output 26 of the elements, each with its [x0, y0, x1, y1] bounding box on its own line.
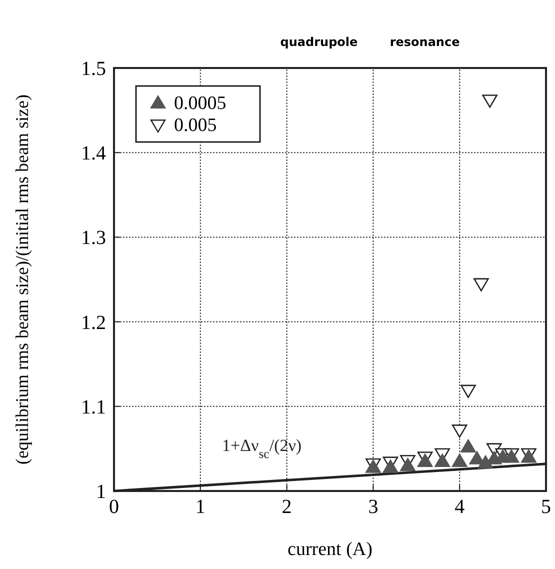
y-tick-label: 1.5 [81, 58, 106, 80]
point [382, 460, 398, 473]
point [460, 384, 476, 398]
text: quadrupole resonance [280, 35, 460, 49]
legend-label: 0.0005 [174, 93, 226, 114]
point [434, 454, 450, 467]
x-tick-label: 2 [282, 496, 292, 518]
point [400, 458, 416, 472]
y-tick-label: 1.2 [81, 312, 106, 334]
point [482, 94, 498, 108]
y-tick-label: 1.3 [81, 227, 106, 250]
y-tick-label: 1 [96, 481, 106, 503]
point [452, 454, 468, 467]
x-tick-label: 3 [368, 496, 378, 518]
y-tick-label: 1.1 [81, 396, 106, 418]
x-tick-label: 0 [109, 496, 119, 518]
y-axis-title: (equilibrium rms beam size)/(initial rms beam size) [12, 94, 32, 464]
series-label: 1+Δν$_{sc}$/(2ν) [222, 436, 302, 461]
point [460, 439, 476, 453]
x-tick-label: 1 [195, 496, 206, 518]
y-tick-label: 1.4 [81, 142, 106, 165]
x-tick-label: 4 [454, 496, 465, 518]
legend-label: 0.005 [174, 115, 217, 136]
x-tick-label: 5 [541, 496, 551, 518]
point [474, 278, 489, 292]
x-axis-title: current (A) [288, 539, 372, 560]
